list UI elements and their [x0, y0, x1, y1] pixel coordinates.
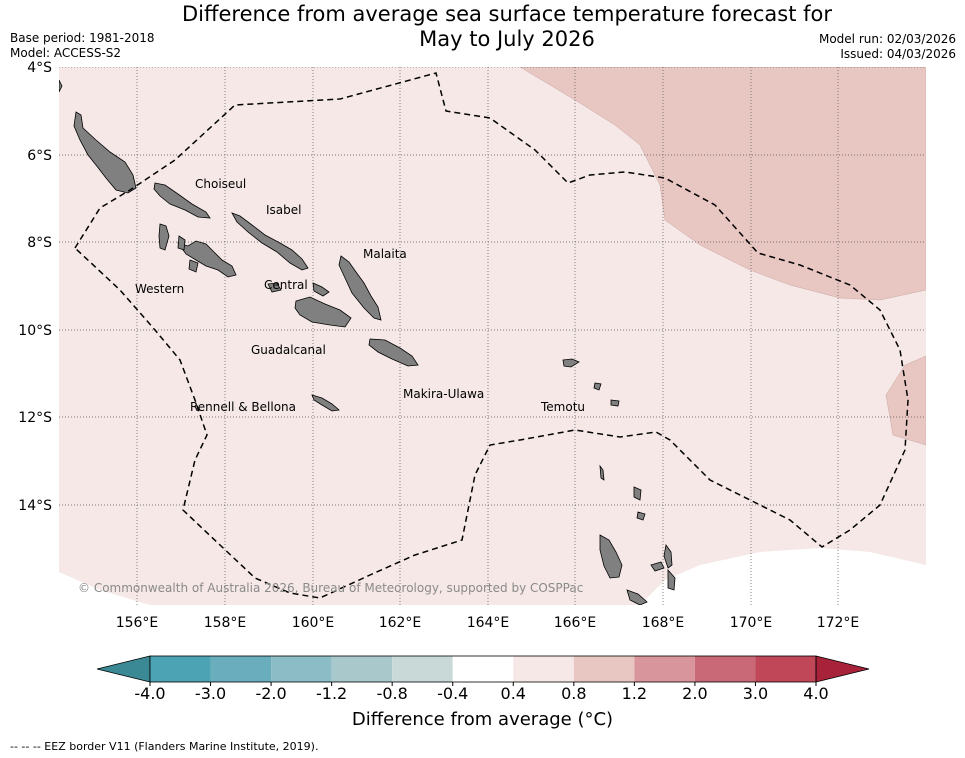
label-makira-ulawa: Makira-Ulawa: [403, 387, 484, 401]
map-area: Choiseul Isabel Malaita Western Central …: [59, 67, 926, 605]
label-guadalcanal: Guadalcanal: [251, 343, 326, 357]
rennell-island: [311, 394, 340, 412]
bougainville-coast: [59, 79, 63, 93]
malaita-island: [338, 255, 382, 321]
lat-label-12s: 12°S: [18, 410, 52, 426]
label-malaita: Malaita: [363, 247, 407, 261]
santa-isabel-island: [231, 212, 309, 271]
map-title: Difference from average sea surface temp…: [0, 2, 965, 52]
colorbar-extend-high: [815, 655, 870, 683]
lon-axis-labels: 156°E 158°E 160°E 162°E 164°E 166°E 168°…: [116, 615, 860, 631]
colorbar-segment: [452, 656, 514, 682]
model-name: Model: ACCESS-S2: [10, 46, 122, 60]
label-isabel: Isabel: [266, 203, 301, 217]
colorbar-tick-label: 4.0: [803, 684, 828, 703]
eez-border: [74, 72, 909, 599]
title-line-2: May to July 2026: [419, 27, 595, 51]
label-temotu: Temotu: [540, 400, 585, 414]
florida-islands: [312, 282, 330, 297]
title-line-1: Difference from average sea surface temp…: [182, 2, 832, 26]
lat-label-4s: 4°S: [27, 60, 52, 76]
colorbar-extend-low: [96, 655, 151, 683]
lon-label-156e: 156°E: [116, 615, 159, 631]
lon-label-172e: 172°E: [817, 615, 860, 631]
colorbar-segment: [694, 656, 756, 682]
colorbar-segment: [210, 656, 272, 682]
lon-label-162e: 162°E: [379, 615, 422, 631]
colorbar-tick-labels: -4.0 -3.0 -2.0 -1.2 -0.8 -0.4 0.4 0.8 1.2 2.0 3.0 4…: [134, 682, 829, 703]
model-info: Base period: 1981-2018 Model: ACCESS-S2: [10, 31, 155, 61]
vanikoro-island: [610, 399, 620, 407]
province-labels: Choiseul Isabel Malaita Western Central …: [135, 177, 585, 414]
run-info: Model run: 02/03/2026 Issued: 04/03/2026: [819, 32, 956, 62]
colorbar-label: Difference from average (°C): [351, 709, 614, 730]
choiseul-east: [153, 182, 211, 219]
vella-lavella-island: [158, 223, 170, 251]
colorbar-tick-label: 2.0: [682, 684, 707, 703]
colorbar-segment: [573, 656, 635, 682]
colorbar-tick-label: -1.2: [316, 684, 347, 703]
espiritu-santo-island: [599, 534, 623, 579]
gridlines: [59, 67, 926, 605]
label-rennell-bellona: Rennell & Bellona: [190, 400, 296, 414]
lon-label-168e: 168°E: [642, 615, 685, 631]
colorbar-segment: [634, 656, 695, 682]
colorbar-tick-label: -3.0: [195, 684, 226, 703]
base-period: Base period: 1981-2018: [10, 31, 155, 45]
label-central: Central: [264, 278, 308, 292]
torres-islands: [599, 464, 646, 521]
santa-cruz-islands: [562, 358, 580, 368]
model-run: Model run: 02/03/2026: [818, 32, 956, 46]
colorbar: -4.0 -3.0 -2.0 -1.2 -0.8 -0.4 0.4 0.8 1.2 2.0 3.0 4…: [96, 655, 870, 703]
colorbar-tick-label: -2.0: [255, 684, 286, 703]
lon-label-164e: 164°E: [467, 615, 510, 631]
lon-label-158e: 158°E: [204, 615, 247, 631]
makira-island: [368, 338, 419, 367]
choiseul-island: [73, 111, 137, 194]
colorbar-frame: [149, 655, 817, 683]
no-data-region-south: [59, 548, 926, 605]
eez-legend: -- -- -- EEZ border V11 (Flanders Marine…: [10, 740, 319, 753]
colorbar-segment: [755, 656, 816, 682]
colorbar-tick-label: -0.4: [437, 684, 468, 703]
lat-label-14s: 14°S: [18, 498, 52, 514]
warm-anomaly-region-east: [885, 355, 926, 446]
colorbar-segment: [150, 656, 211, 682]
islands: [59, 79, 676, 605]
colorbar-tick-label: -0.8: [377, 684, 408, 703]
lon-label-160e: 160°E: [292, 615, 335, 631]
issued-date: Issued: 04/03/2026: [840, 47, 956, 61]
label-choiseul: Choiseul: [195, 177, 246, 191]
ranongga-island: [177, 235, 186, 251]
colorbar-tick-label: 0.4: [501, 684, 526, 703]
lon-label-170e: 170°E: [730, 615, 773, 631]
colorbar-tick-label: -4.0: [134, 684, 165, 703]
lat-axis-labels: 4°S 6°S 8°S 10°S 12°S 14°S: [18, 60, 52, 514]
colorbar-tick-label: 1.2: [622, 684, 647, 703]
colorbar-segment: [331, 656, 393, 682]
lon-label-166e: 166°E: [554, 615, 597, 631]
copyright-notice: © Commonwealth of Australia 2026, Bureau…: [78, 581, 583, 595]
russell-islands: [267, 282, 282, 293]
utupua-island: [593, 382, 602, 391]
colorbar-tick-label: 0.8: [561, 684, 586, 703]
lat-label-6s: 6°S: [27, 148, 52, 164]
lat-label-10s: 10°S: [18, 323, 52, 339]
rendova-island: [188, 259, 199, 273]
label-western: Western: [135, 282, 184, 296]
colorbar-segment: [271, 656, 332, 682]
vanuatu-islands: [626, 543, 676, 605]
guadalcanal-island: [294, 296, 352, 328]
colorbar-segment: [513, 656, 574, 682]
new-georgia-island: [176, 240, 237, 278]
colorbar-tick-label: 3.0: [743, 684, 768, 703]
lat-label-8s: 8°S: [27, 235, 52, 251]
colorbar-segments: [96, 655, 870, 683]
colorbar-segment: [392, 656, 453, 682]
